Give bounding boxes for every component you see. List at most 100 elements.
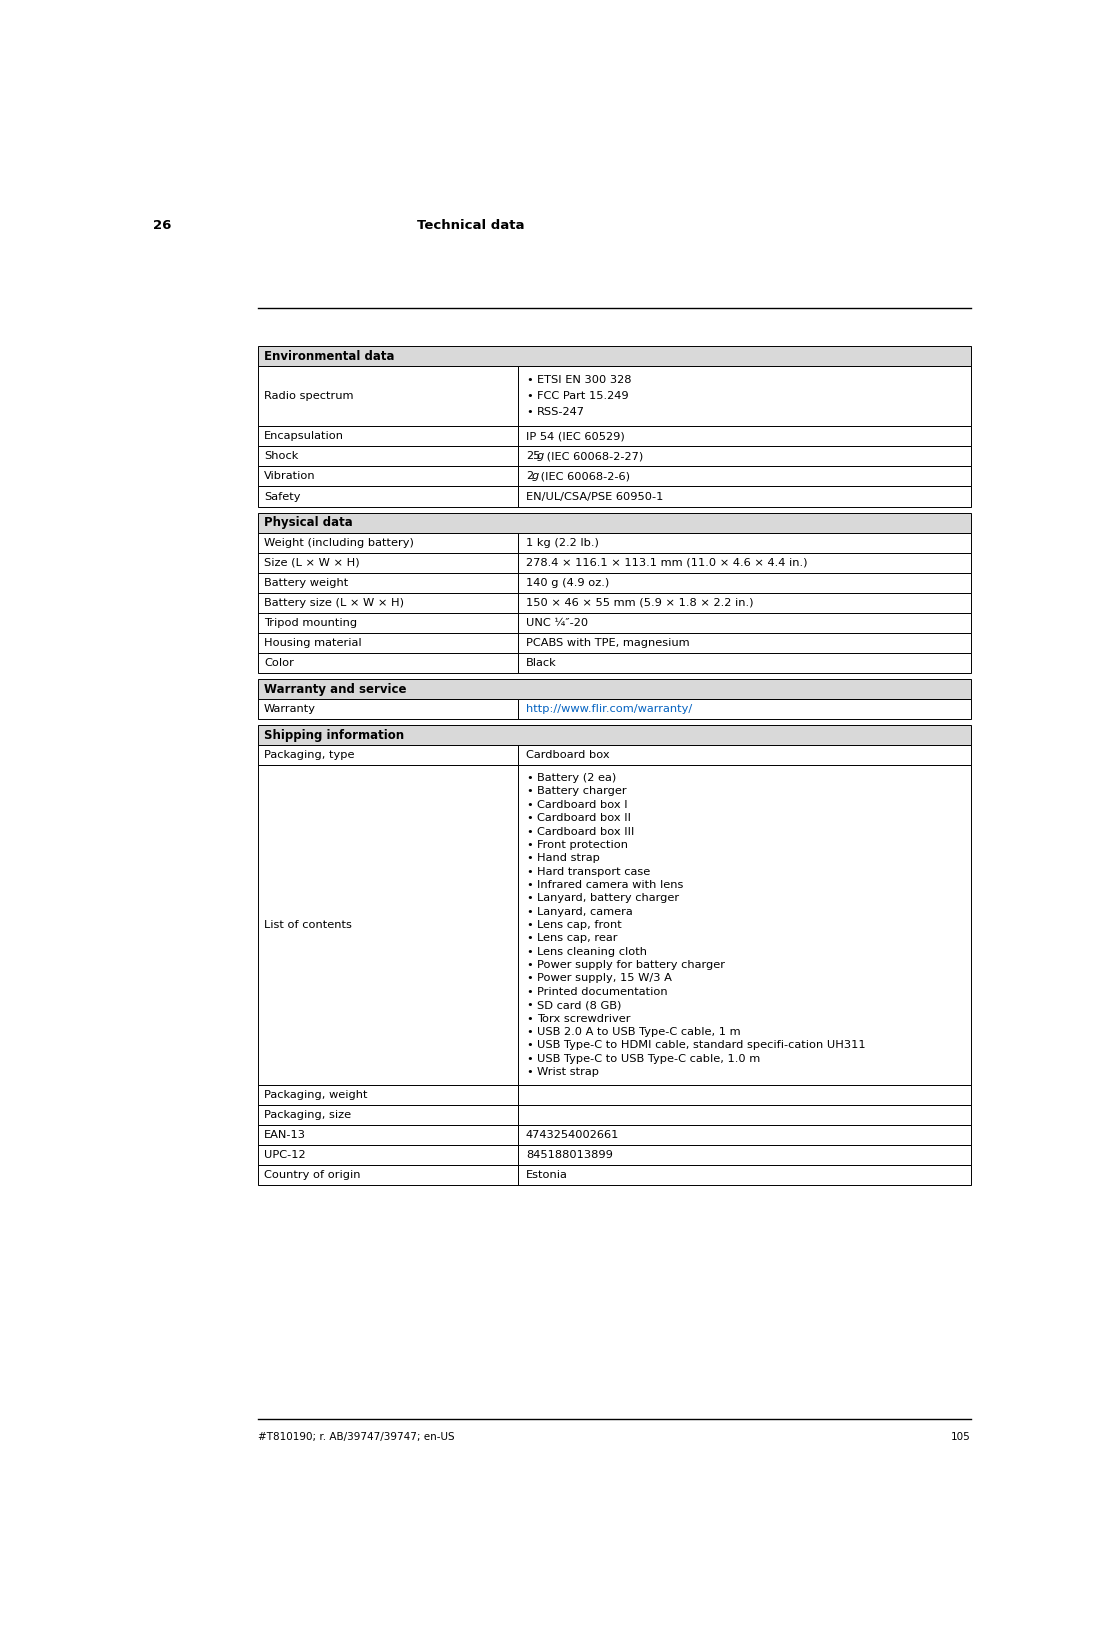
Text: •: • (526, 907, 533, 917)
Text: 105: 105 (951, 1432, 971, 1442)
Text: •: • (526, 960, 533, 970)
Text: 4743254002661: 4743254002661 (526, 1130, 619, 1140)
Text: •: • (526, 1014, 533, 1024)
Text: •: • (526, 973, 533, 983)
Text: •: • (526, 813, 533, 822)
Text: •: • (526, 391, 533, 402)
Bar (518, 652, 971, 674)
Text: Wrist strap: Wrist strap (537, 1068, 598, 1077)
Text: Battery charger: Battery charger (537, 786, 627, 796)
Bar (518, 533, 971, 553)
Bar (258, 726, 971, 746)
Text: Shock: Shock (264, 451, 298, 461)
Text: EAN-13: EAN-13 (264, 1130, 306, 1140)
Bar (258, 1105, 518, 1125)
Text: List of contents: List of contents (264, 921, 352, 930)
Text: Battery weight: Battery weight (264, 577, 349, 587)
Text: Warranty and service: Warranty and service (264, 682, 407, 695)
Bar (258, 765, 518, 1084)
Text: RSS-247: RSS-247 (537, 407, 585, 417)
Text: •: • (526, 880, 533, 889)
Text: Torx screwdriver: Torx screwdriver (537, 1014, 630, 1024)
Bar (258, 1084, 518, 1105)
Text: Infrared camera with lens: Infrared camera with lens (537, 880, 683, 889)
Bar (258, 613, 518, 633)
Bar (258, 1164, 518, 1185)
Text: •: • (526, 988, 533, 997)
Text: USB 2.0 A to USB Type-C cable, 1 m: USB 2.0 A to USB Type-C cable, 1 m (537, 1027, 741, 1037)
Text: EN/UL/CSA/PSE 60950-1: EN/UL/CSA/PSE 60950-1 (526, 492, 663, 502)
Text: Cardboard box: Cardboard box (526, 750, 609, 760)
Text: Environmental data: Environmental data (264, 350, 395, 363)
Bar (258, 446, 518, 466)
Text: 1 kg (2.2 lb.): 1 kg (2.2 lb.) (526, 538, 598, 548)
Text: FCC Part 15.249: FCC Part 15.249 (537, 391, 628, 402)
Text: •: • (526, 1027, 533, 1037)
Text: g: g (532, 471, 538, 481)
Bar (258, 347, 971, 366)
Text: •: • (526, 1068, 533, 1077)
Text: •: • (526, 934, 533, 943)
Text: Black: Black (526, 657, 557, 667)
Text: Battery (2 ea): Battery (2 ea) (537, 773, 616, 783)
Text: UNC ¼″-20: UNC ¼″-20 (526, 618, 589, 628)
Text: Safety: Safety (264, 492, 300, 502)
Text: •: • (526, 921, 533, 930)
Text: Hard transport case: Hard transport case (537, 867, 650, 876)
Text: USB Type-C to USB Type-C cable, 1.0 m: USB Type-C to USB Type-C cable, 1.0 m (537, 1053, 760, 1064)
Bar (258, 572, 518, 594)
Text: Packaging, weight: Packaging, weight (264, 1091, 367, 1100)
Text: •: • (526, 407, 533, 417)
Text: UPC-12: UPC-12 (264, 1149, 306, 1159)
Text: 25: 25 (526, 451, 540, 461)
Text: 26: 26 (152, 219, 171, 232)
Bar (518, 572, 971, 594)
Bar (258, 466, 518, 487)
Text: (IEC 60068-2-27): (IEC 60068-2-27) (543, 451, 643, 461)
Text: Tripod mounting: Tripod mounting (264, 618, 357, 628)
Text: PCABS with TPE, magnesium: PCABS with TPE, magnesium (526, 638, 689, 647)
Text: Cardboard box I: Cardboard box I (537, 800, 627, 809)
Bar (518, 1105, 971, 1125)
Text: Physical data: Physical data (264, 517, 353, 530)
Bar (518, 1144, 971, 1164)
Bar (258, 533, 518, 553)
Text: •: • (526, 827, 533, 837)
Text: Weight (including battery): Weight (including battery) (264, 538, 414, 548)
Text: #T810190; r. AB/39747/39747; en-US: #T810190; r. AB/39747/39747; en-US (258, 1432, 455, 1442)
Bar (518, 487, 971, 507)
Text: USB Type-C to HDMI cable, standard specifi-cation UH311: USB Type-C to HDMI cable, standard speci… (537, 1040, 866, 1050)
Bar (518, 613, 971, 633)
Bar (258, 487, 518, 507)
Text: •: • (526, 773, 533, 783)
Bar (258, 427, 518, 446)
Bar (518, 594, 971, 613)
Bar (258, 366, 518, 427)
Text: •: • (526, 840, 533, 850)
Text: Cardboard box II: Cardboard box II (537, 813, 630, 822)
Text: Packaging, type: Packaging, type (264, 750, 355, 760)
Text: •: • (526, 893, 533, 903)
Bar (518, 446, 971, 466)
Text: Power supply for battery charger: Power supply for battery charger (537, 960, 724, 970)
Text: http://www.flir.com/warranty/: http://www.flir.com/warranty/ (526, 705, 693, 714)
Text: •: • (526, 867, 533, 876)
Text: Radio spectrum: Radio spectrum (264, 391, 354, 402)
Text: Cardboard box III: Cardboard box III (537, 827, 635, 837)
Text: Estonia: Estonia (526, 1171, 568, 1180)
Text: Shipping information: Shipping information (264, 729, 404, 742)
Bar (258, 679, 971, 700)
Text: Housing material: Housing material (264, 638, 362, 647)
Text: 150 × 46 × 55 mm (5.9 × 1.8 × 2.2 in.): 150 × 46 × 55 mm (5.9 × 1.8 × 2.2 in.) (526, 598, 753, 608)
Text: Lens cap, rear: Lens cap, rear (537, 934, 617, 943)
Bar (518, 1164, 971, 1185)
Bar (518, 765, 971, 1084)
Text: SD card (8 GB): SD card (8 GB) (537, 1001, 621, 1010)
Text: •: • (526, 800, 533, 809)
Text: Size (L × W × H): Size (L × W × H) (264, 558, 359, 567)
Text: Printed documentation: Printed documentation (537, 988, 667, 997)
Text: (IEC 60068-2-6): (IEC 60068-2-6) (537, 471, 630, 481)
Bar (258, 746, 518, 765)
Text: Color: Color (264, 657, 294, 667)
Text: Lens cap, front: Lens cap, front (537, 921, 621, 930)
